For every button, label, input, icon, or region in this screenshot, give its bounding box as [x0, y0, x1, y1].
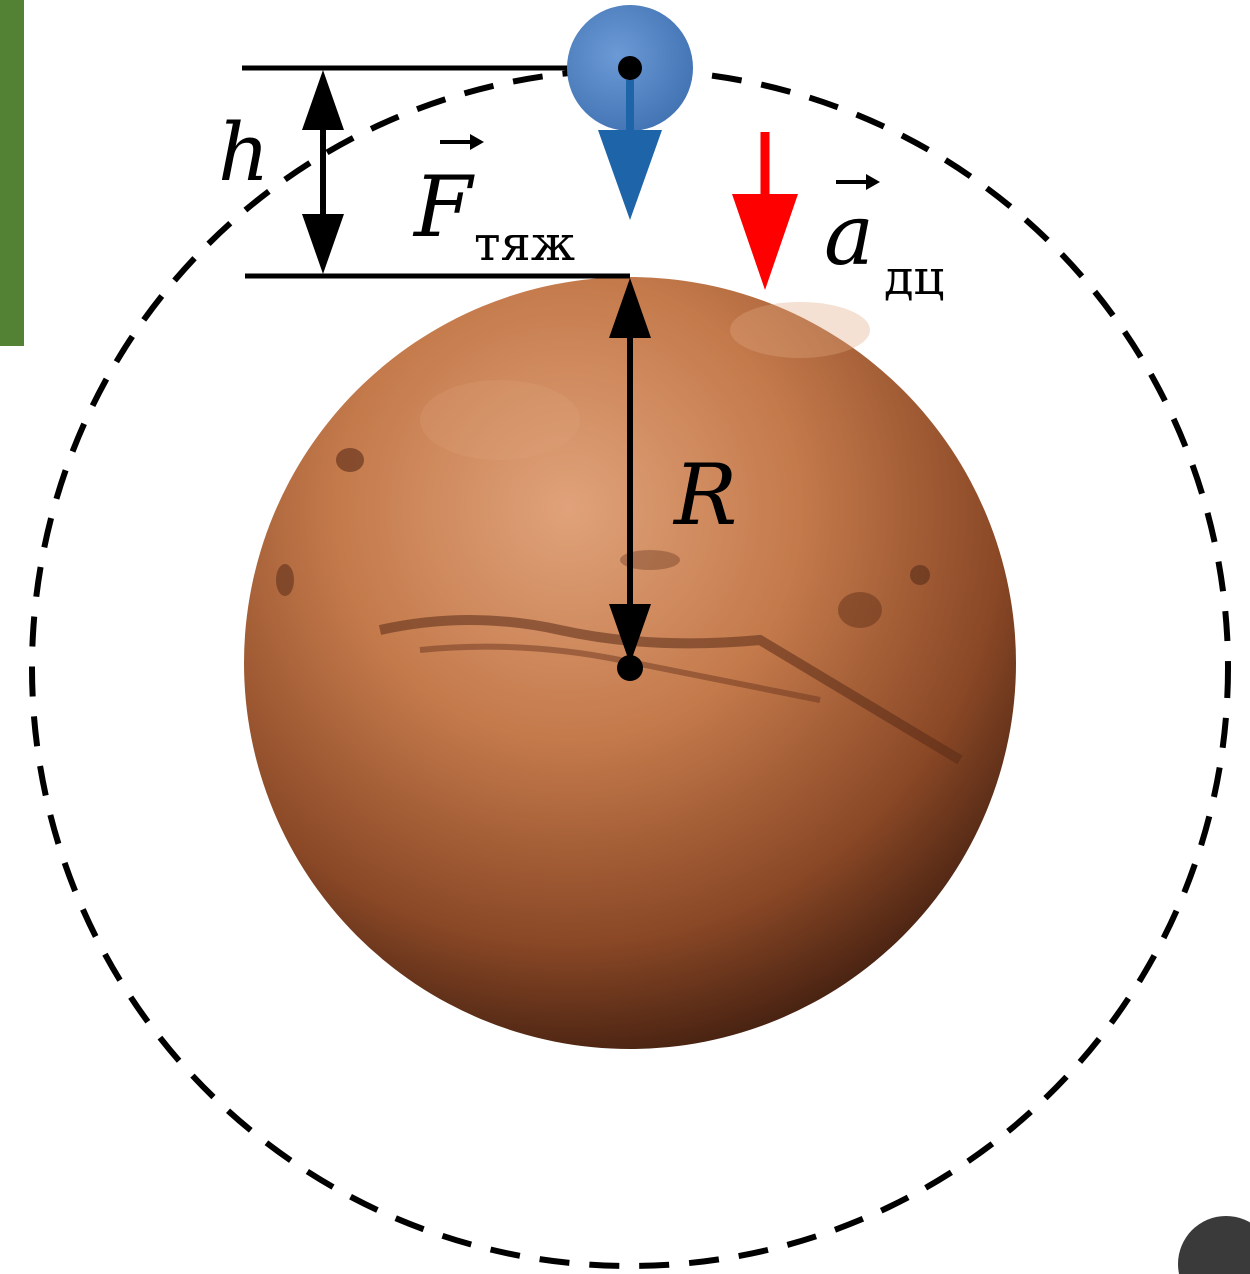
centripetal-accel-subscript: дц: [884, 250, 944, 306]
radius-dimension-arrow: [609, 278, 651, 664]
side-bar: [0, 0, 24, 346]
centripetal-accel-symbol: a: [824, 186, 874, 284]
height-label: h: [218, 106, 270, 199]
vector-arrow-icon: [836, 174, 880, 190]
radius-label: R: [672, 446, 737, 544]
gravity-force-arrow: [598, 80, 662, 220]
gravity-force-label: F тяж: [412, 134, 575, 272]
vector-arrow-icon: [440, 134, 484, 150]
planet-center-dot: [617, 655, 643, 681]
gravity-force-symbol: F: [412, 158, 475, 256]
satellite-dot-icon: [567, 5, 693, 131]
centripetal-acceleration-arrow: [732, 132, 798, 290]
corner-badge: [1178, 1216, 1250, 1274]
gravity-force-subscript: тяж: [474, 216, 575, 272]
centripetal-accel-label: a дц: [824, 174, 944, 306]
height-dimension-arrow: [302, 70, 344, 274]
